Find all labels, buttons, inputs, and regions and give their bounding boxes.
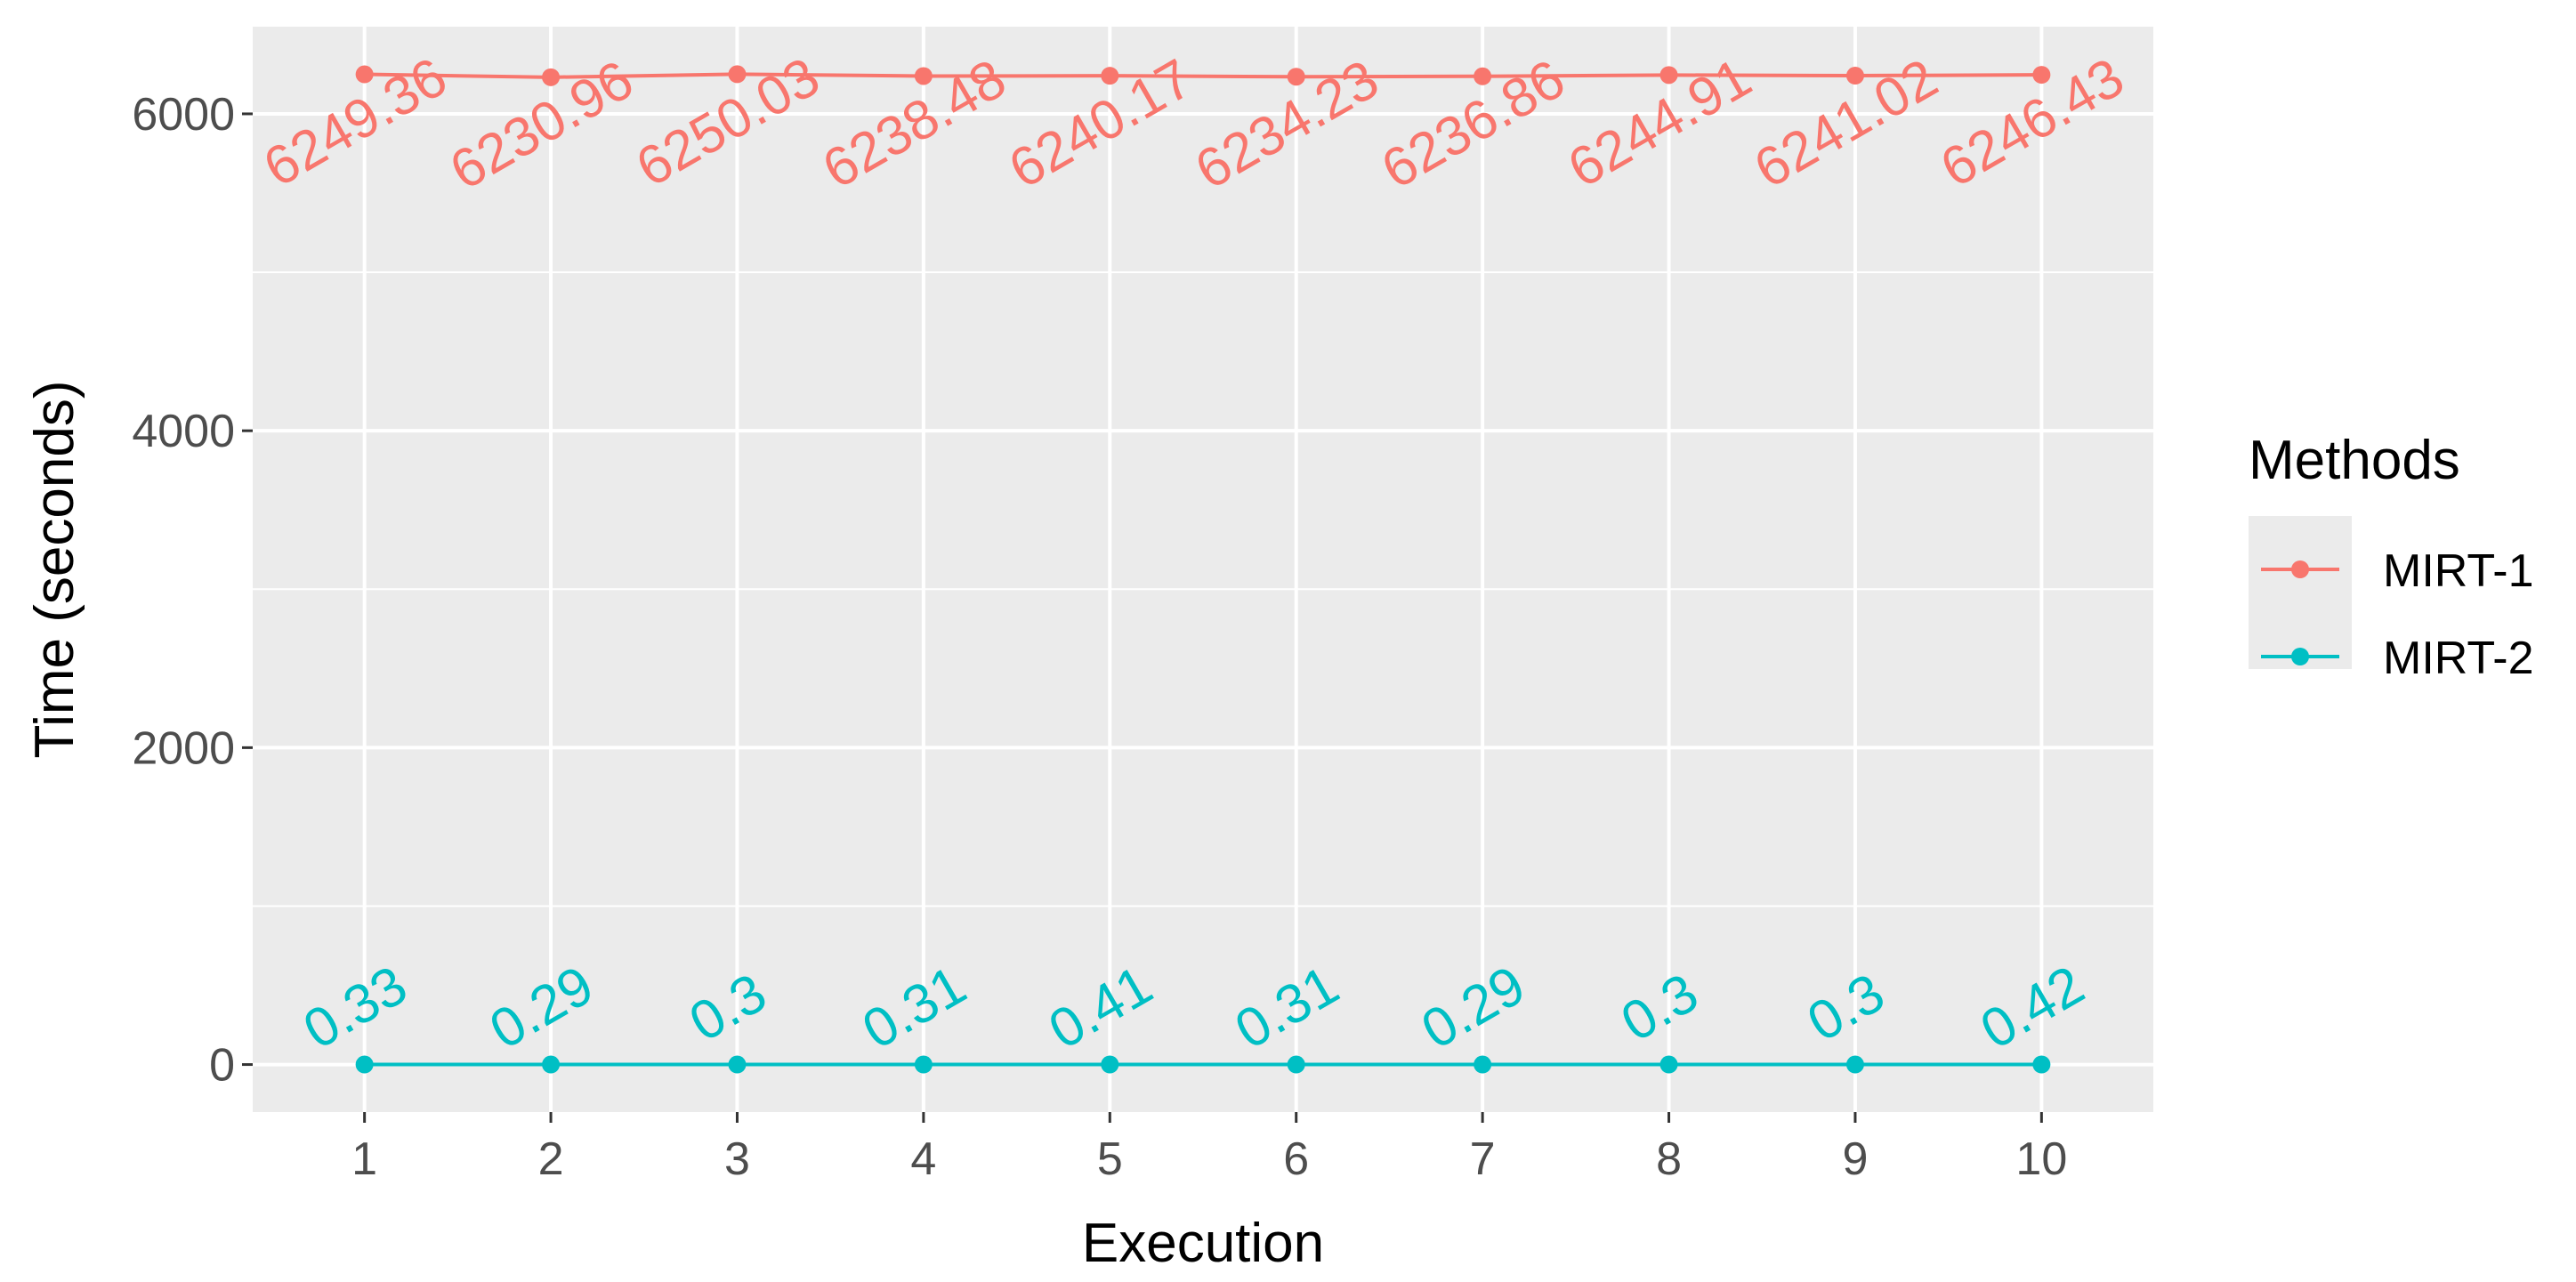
legend-key-panel xyxy=(2249,516,2352,669)
data-point-mirt-2 xyxy=(2032,1055,2051,1074)
data-point-mirt-1 xyxy=(1474,67,1492,85)
x-tick-label: 6 xyxy=(1283,1133,1309,1185)
x-tick-label: 1 xyxy=(351,1133,377,1185)
grid-minor xyxy=(253,271,2153,907)
x-tick-label: 10 xyxy=(2015,1133,2067,1185)
legend-label-mirt-2: MIRT-2 xyxy=(2383,633,2534,684)
x-tick-label: 9 xyxy=(1842,1133,1868,1185)
grid-major xyxy=(253,27,2153,1112)
data-point-mirt-1 xyxy=(2032,66,2051,85)
data-point-mirt-2 xyxy=(728,1055,747,1074)
y-tick-label: 0 xyxy=(209,1040,235,1092)
x-tick-label: 3 xyxy=(724,1133,750,1185)
y-axis-title: Time (seconds) xyxy=(24,381,85,759)
y-tick-label: 4000 xyxy=(132,406,235,457)
data-point-mirt-1 xyxy=(1101,67,1119,85)
data-point-mirt-1 xyxy=(914,67,933,85)
legend-items: MIRT-1 MIRT-2 xyxy=(2261,545,2534,684)
axis-tick-labels: 0 2000 4000 6000 1 2 3 4 5 6 7 8 9 10 xyxy=(132,89,2067,1185)
data-point-mirt-1 xyxy=(728,65,747,84)
data-point-mirt-2 xyxy=(1659,1055,1678,1074)
axis-ticks xyxy=(242,112,2043,1123)
legend-key-point-mirt-1 xyxy=(2291,560,2309,578)
y-tick-label: 2000 xyxy=(132,722,235,774)
series-points xyxy=(355,65,2051,1074)
data-point-mirt-2 xyxy=(1287,1055,1305,1074)
y-tick-label: 6000 xyxy=(132,89,235,141)
legend: Methods MIRT-1 MIRT-2 xyxy=(2249,430,2534,684)
data-point-mirt-2 xyxy=(1101,1055,1119,1074)
x-tick-label: 8 xyxy=(1656,1133,1682,1185)
legend-label-mirt-1: MIRT-1 xyxy=(2383,545,2534,597)
x-tick-label: 7 xyxy=(1470,1133,1496,1185)
data-point-mirt-2 xyxy=(542,1055,561,1074)
data-point-mirt-2 xyxy=(1845,1055,1864,1074)
plot-panel xyxy=(253,27,2153,1112)
x-tick-label: 5 xyxy=(1097,1133,1123,1185)
data-point-mirt-1 xyxy=(542,68,561,86)
data-point-mirt-2 xyxy=(914,1055,933,1074)
data-point-mirt-1 xyxy=(1287,68,1305,86)
data-point-mirt-1 xyxy=(1659,66,1678,85)
x-axis-title: Execution xyxy=(1082,1213,1324,1274)
series-lines xyxy=(364,72,2042,1067)
data-point-mirt-2 xyxy=(1474,1055,1492,1074)
data-point-mirt-1 xyxy=(355,65,374,84)
x-tick-label: 4 xyxy=(910,1133,936,1185)
x-tick-label: 2 xyxy=(538,1133,564,1185)
legend-key-point-mirt-2 xyxy=(2291,648,2309,665)
data-point-mirt-2 xyxy=(355,1055,374,1074)
series-line-mirt-1 xyxy=(364,72,2042,79)
data-point-mirt-1 xyxy=(1845,67,1864,85)
legend-title: Methods xyxy=(2249,430,2460,491)
